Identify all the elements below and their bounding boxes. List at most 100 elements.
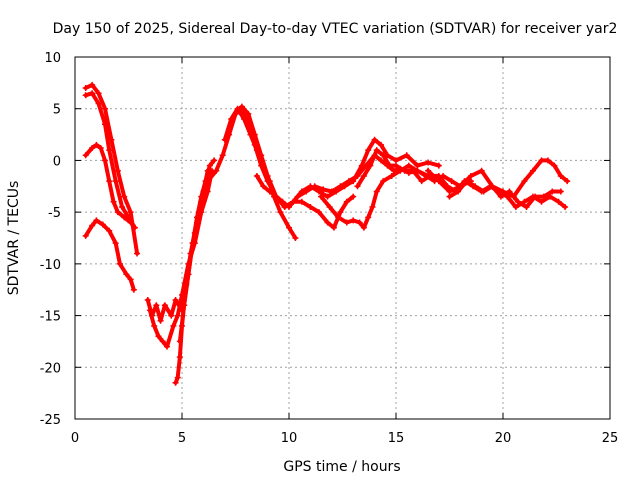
data-point <box>221 136 228 143</box>
data-point <box>292 235 299 241</box>
data-point <box>112 178 119 185</box>
y-tick-label: 10 <box>44 51 61 66</box>
data-point <box>245 110 252 117</box>
data-point <box>213 167 220 174</box>
data-point <box>378 157 385 164</box>
data-point <box>164 343 171 350</box>
data-point <box>99 221 106 228</box>
data-point <box>544 157 551 164</box>
data-point <box>521 178 528 185</box>
data-point <box>393 157 399 164</box>
data-point <box>273 193 280 200</box>
data-point <box>448 178 455 185</box>
data-series <box>82 81 571 386</box>
data-point <box>112 240 119 247</box>
data-point <box>315 188 322 195</box>
data-point <box>538 157 545 164</box>
data-point <box>360 172 367 179</box>
data-point <box>159 338 166 345</box>
data-point <box>106 147 113 154</box>
data-point <box>435 178 442 185</box>
data-point <box>350 178 357 185</box>
data-point <box>172 379 179 386</box>
data-point <box>89 81 96 88</box>
data-point <box>324 219 331 226</box>
y-tick-label: -10 <box>40 258 61 273</box>
data-point <box>532 193 539 200</box>
data-point <box>403 152 410 159</box>
y-tick-label: -20 <box>40 361 61 376</box>
data-point <box>557 188 564 195</box>
data-point <box>251 141 258 148</box>
data-point <box>170 322 177 329</box>
data-point <box>529 167 536 174</box>
data-point <box>95 100 102 107</box>
data-point <box>335 214 342 221</box>
data-point <box>506 188 513 195</box>
grid-lines <box>75 57 610 419</box>
data-point <box>393 162 399 169</box>
data-point <box>367 162 374 169</box>
data-point <box>557 172 564 179</box>
data-point <box>564 178 571 185</box>
data-point <box>193 219 200 226</box>
data-point <box>549 188 556 195</box>
data-point <box>82 92 89 99</box>
data-point <box>467 172 474 179</box>
data-point <box>134 250 141 257</box>
data-point <box>286 224 292 231</box>
data-point <box>365 147 372 154</box>
data-point <box>307 203 314 210</box>
data-point <box>130 286 137 293</box>
data-point <box>401 167 408 174</box>
data-point <box>365 214 372 221</box>
data-point <box>446 193 453 200</box>
data-point <box>219 152 226 159</box>
data-point <box>315 209 322 216</box>
data-point <box>324 193 331 200</box>
data-point <box>82 85 89 92</box>
plot-frame <box>74 56 611 420</box>
series-s4 <box>83 218 136 292</box>
data-point <box>343 198 350 205</box>
data-point <box>358 162 365 169</box>
data-point <box>538 198 545 205</box>
x-tick-label: 25 <box>602 431 619 446</box>
data-point <box>512 203 519 210</box>
data-point <box>119 203 126 210</box>
data-point <box>198 198 205 205</box>
data-point <box>95 90 102 97</box>
chart-title: Day 150 of 2025, Sidereal Day-to-day VTE… <box>53 21 618 37</box>
data-point <box>277 209 284 216</box>
data-point <box>472 183 479 190</box>
data-point <box>298 188 305 195</box>
data-point <box>106 178 113 185</box>
y-tick-label: -5 <box>48 206 61 221</box>
data-point <box>82 232 89 239</box>
data-point <box>127 219 134 226</box>
data-point <box>343 219 350 226</box>
x-tick-label: 20 <box>495 431 512 446</box>
data-point <box>93 217 100 224</box>
data-point <box>337 209 344 216</box>
data-point <box>82 152 89 159</box>
y-tick-label: 0 <box>53 154 61 169</box>
data-point <box>455 188 462 195</box>
data-point <box>354 183 361 190</box>
data-point <box>405 162 412 169</box>
series-s11 <box>254 173 356 230</box>
x-tick-label: 15 <box>388 431 405 446</box>
data-point <box>181 302 188 309</box>
data-point <box>93 141 100 148</box>
data-point <box>298 198 305 205</box>
data-point <box>290 198 297 205</box>
data-point <box>153 302 160 309</box>
data-point <box>114 167 121 174</box>
data-point <box>330 224 337 231</box>
data-point <box>435 162 442 169</box>
data-point <box>386 162 393 169</box>
y-tick-label: -25 <box>40 413 61 428</box>
data-point <box>320 186 327 193</box>
data-point <box>131 224 138 231</box>
data-point <box>414 162 421 169</box>
